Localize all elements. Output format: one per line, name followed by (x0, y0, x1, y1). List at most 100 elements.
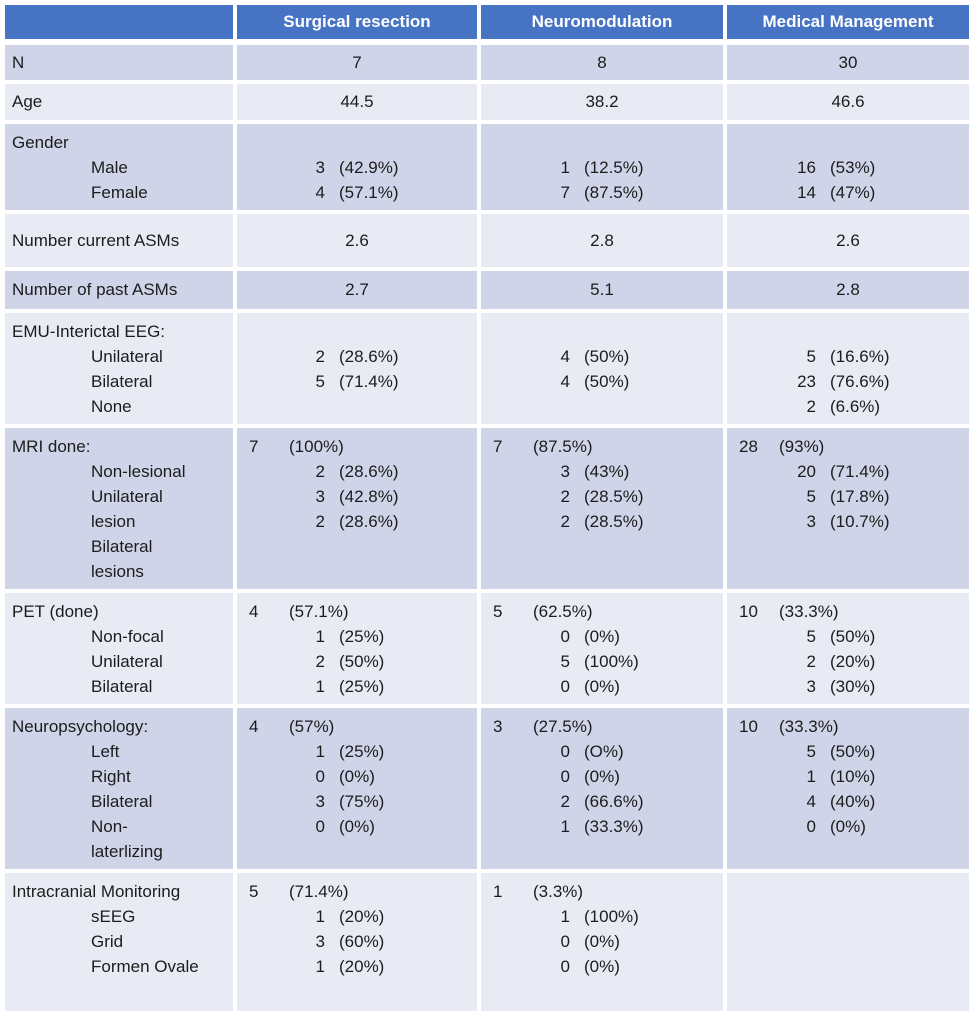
label-line: Intracranial Monitoring (12, 882, 181, 901)
label-line: Bilateral (91, 537, 153, 556)
label-line: Neuropsychology: (12, 717, 149, 736)
num: 2 (560, 792, 570, 811)
row-label-pet: PET (done) Non-focal Unilateral Bilatera… (5, 593, 233, 704)
cell-age-medical: 46.6 (727, 84, 969, 120)
cell-gender-surgical: 3 (42.9%) 4 (57.1%) (237, 124, 477, 210)
num: 3 (315, 487, 325, 506)
num: 2 (315, 462, 325, 481)
value-line: 3 (42.9%) (237, 155, 477, 180)
num: 3 (560, 462, 570, 481)
pct: (43%) (584, 462, 630, 481)
cell-past-asms-medical: 2.8 (727, 271, 969, 309)
num: 4 (560, 372, 570, 391)
cell-age-neuromod: 38.2 (481, 84, 723, 120)
value-line: 2 (6.6%) (727, 394, 969, 419)
value-line: 2 (50%) (237, 649, 477, 674)
value-line: 2 (28.6%) (237, 459, 477, 484)
pct: (62.5%) (533, 602, 593, 621)
label-line: Female (91, 183, 148, 202)
value-line: 0 (0%) (237, 764, 477, 789)
pct: (33.3%) (584, 817, 644, 836)
value-line: 5 (100%) (481, 649, 723, 674)
num: 5 (806, 742, 816, 761)
row-label-emu-eeg: EMU-Interictal EEG: Unilateral Bilateral… (5, 313, 233, 424)
label-line: MRI done: (12, 437, 91, 456)
pct: (0%) (584, 932, 620, 951)
num: 1 (560, 817, 570, 836)
pct: (100%) (584, 652, 639, 671)
cell-emu-neuromod: 4 (50%) 4 (50%) (481, 313, 723, 424)
pct: (0%) (584, 957, 620, 976)
num: 1 (315, 907, 325, 926)
num: 1 (315, 957, 325, 976)
pct: (6.6%) (830, 397, 881, 416)
value-line: 1 (3.3%) (481, 879, 723, 904)
pct: (12.5%) (584, 158, 644, 177)
value-line: 1 (25%) (237, 624, 477, 649)
pct: (57.1%) (289, 602, 349, 621)
cell-mri-medical: 28 (93%) 20 (71.4%) 5 (17.8%) 3 (10.7%) (727, 428, 969, 589)
value-line: 2 (28.5%) (481, 509, 723, 534)
row-label-intracranial-monitoring: Intracranial Monitoring sEEG Grid Formen… (5, 873, 233, 1011)
pct: (50%) (339, 652, 385, 671)
cell-current-asms-neuromod: 2.8 (481, 214, 723, 267)
value-line: 1 (25%) (237, 739, 477, 764)
num: 0 (315, 817, 325, 836)
value-line: 2 (66.6%) (481, 789, 723, 814)
num: 4 (315, 183, 325, 202)
pct: (30%) (830, 677, 876, 696)
pct: (75%) (339, 792, 385, 811)
pct: (50%) (584, 372, 630, 391)
num: 0 (560, 742, 570, 761)
value-line: 4 (50%) (481, 344, 723, 369)
cell-pet-surgical: 4 (57.1%) 1 (25%) 2 (50%) 1 (25%) (237, 593, 477, 704)
pct: (0%) (830, 817, 866, 836)
value-line: 0 (0%) (481, 674, 723, 699)
value-line: 1 (20%) (237, 954, 477, 979)
cell-n-medical: 30 (727, 45, 969, 80)
table-row-gender: Gender Male Female 3 (42.9%) 4 (57.1%) 1 (1… (5, 124, 969, 210)
pct: (10.7%) (830, 512, 890, 531)
num: 2 (560, 512, 570, 531)
label-line: Gender (12, 133, 69, 152)
num: 0 (560, 677, 570, 696)
cell-neuropsychology-medical: 10 (33.3%) 5 (50%) 1 (10%) 4 (40%) 0 (0%) (727, 708, 969, 869)
table-row-age: Age 44.5 38.2 46.6 (5, 84, 969, 120)
row-label-mri: MRI done: Non-lesional Unilateral lesion… (5, 428, 233, 589)
pct: (28.5%) (584, 512, 644, 531)
value-line: 0 (0%) (727, 814, 969, 839)
pct: (50%) (830, 627, 876, 646)
num: 4 (806, 792, 816, 811)
cell-past-asms-surgical: 2.7 (237, 271, 477, 309)
cell-past-asms-neuromod: 5.1 (481, 271, 723, 309)
num: 20 (797, 462, 816, 481)
label-line: sEEG (91, 907, 136, 926)
value-line: 5 (50%) (727, 624, 969, 649)
pct: (76.6%) (830, 372, 890, 391)
value-line: 4 (57.1%) (237, 599, 477, 624)
value-line: 7 (87.5%) (481, 434, 723, 459)
label-line: Non-lesional (91, 462, 186, 481)
cell-pet-medical: 10 (33.3%) 5 (50%) 2 (20%) 3 (30%) (727, 593, 969, 704)
num: 4 (560, 347, 570, 366)
cell-mri-surgical: 7 (100%) 2 (28.6%) 3 (42.8%) 2 (28.6%) (237, 428, 477, 589)
cell-neuropsychology-surgical: 4 (57%) 1 (25%) 0 (0%) 3 (75%) 0 (0%) (237, 708, 477, 869)
pct: (42.9%) (339, 158, 399, 177)
num: 5 (806, 347, 816, 366)
num: 2 (315, 512, 325, 531)
value-line: 20 (71.4%) (727, 459, 969, 484)
num: 0 (560, 627, 570, 646)
label-line: Unilateral (91, 347, 163, 366)
cell-n-neuromod: 8 (481, 45, 723, 80)
cell-intracranial-medical (727, 873, 969, 1011)
num: 16 (797, 158, 816, 177)
value-line: 7 (100%) (237, 434, 477, 459)
label-line: Bilateral (91, 792, 153, 811)
value-line: 7 (87.5%) (481, 180, 723, 205)
label-line: PET (done) (12, 602, 99, 621)
label-line: EMU-Interictal EEG: (12, 322, 166, 341)
pct: (42.8%) (339, 487, 399, 506)
value-line: 0 (0%) (237, 814, 477, 839)
num: 2 (315, 347, 325, 366)
num: 5 (806, 627, 816, 646)
